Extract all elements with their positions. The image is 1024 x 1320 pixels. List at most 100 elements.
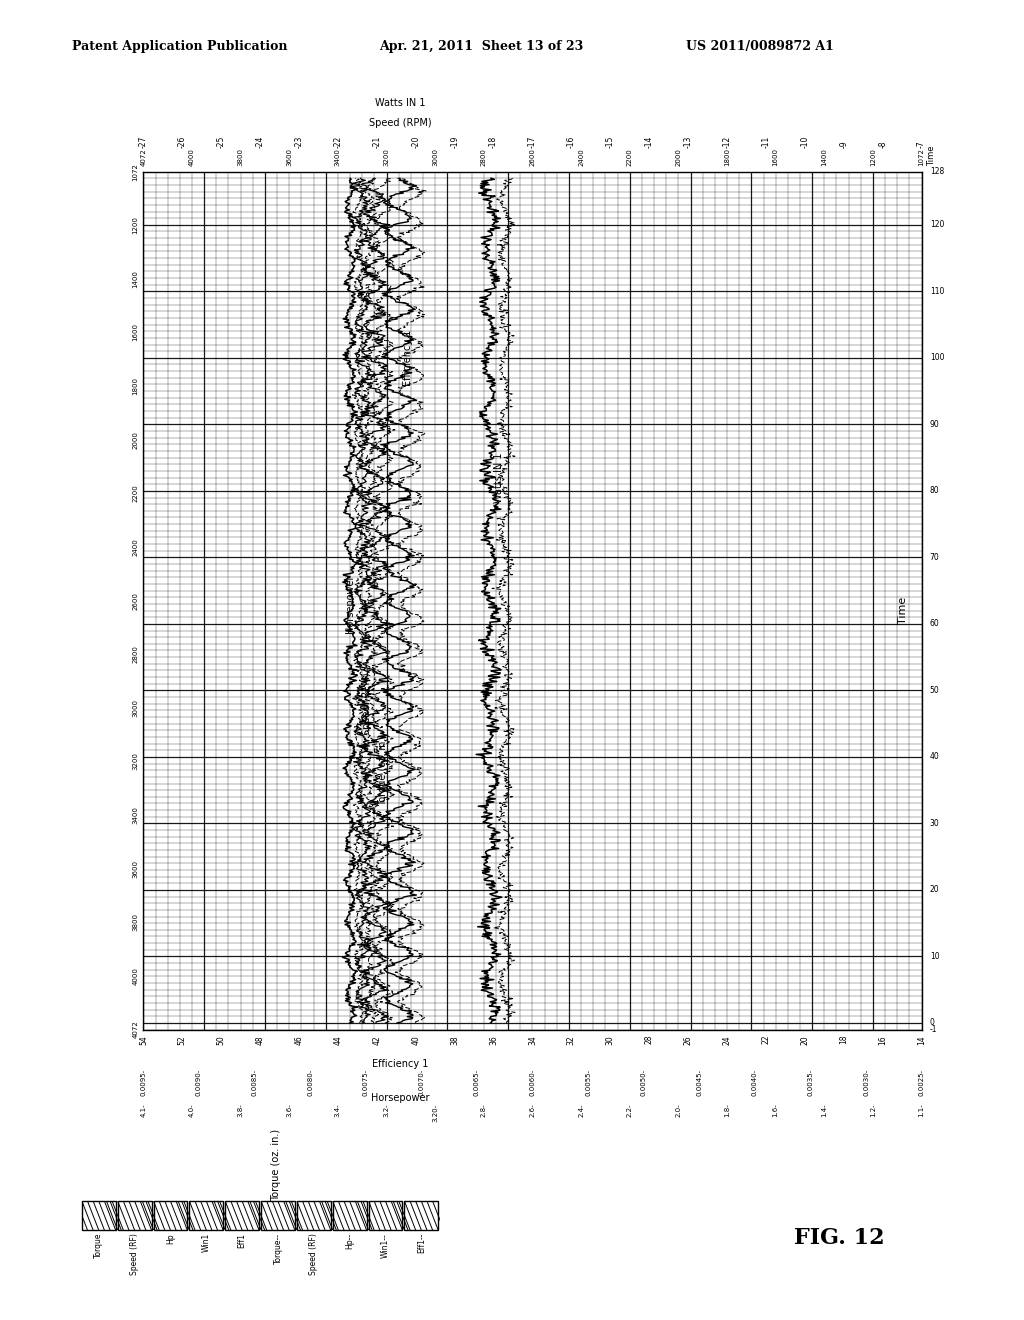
Text: 3800: 3800 [132,913,138,932]
Text: 2200: 2200 [132,484,138,502]
Text: -16: -16 [567,136,575,148]
Bar [333,1201,367,1230]
Text: 0.0035-: 0.0035- [807,1069,813,1097]
Text: 50: 50 [217,1035,225,1044]
Text: 2000: 2000 [676,148,681,166]
Text: 0.0025-: 0.0025- [919,1069,925,1096]
Text: -7: -7 [918,140,926,148]
Text: 20: 20 [930,886,939,895]
Text: 2.0-: 2.0- [676,1104,681,1117]
Text: 80: 80 [930,486,939,495]
Text: 22: 22 [762,1035,770,1044]
Text: -8: -8 [879,140,887,148]
Text: 2400: 2400 [132,539,138,556]
Text: -9: -9 [840,140,848,148]
Text: Horsepower: Horsepower [345,574,355,634]
Text: 40: 40 [930,752,940,762]
Text: 1200: 1200 [132,216,138,234]
Text: 1200: 1200 [870,148,876,166]
Bar [261,1201,295,1230]
Text: 30: 30 [606,1035,614,1044]
Text: Speed (RF): Speed (RF) [130,1233,139,1275]
Text: 20: 20 [801,1035,809,1044]
Text: Time: Time [927,145,936,166]
Text: 0: 0 [930,1019,935,1027]
Text: 3.2-: 3.2- [384,1104,389,1117]
Text: 2800: 2800 [132,645,138,663]
Text: 100: 100 [930,354,944,362]
Text: -23: -23 [295,136,303,148]
Text: 3400: 3400 [335,148,341,166]
Text: Watts IN 1: Watts IN 1 [375,98,425,108]
Text: 50: 50 [930,686,940,694]
Text: Speed (RPM): Speed (RPM) [362,672,372,735]
Text: 18: 18 [840,1035,848,1044]
Text: 0.0065-: 0.0065- [474,1069,480,1097]
Text: 24: 24 [723,1035,731,1044]
Text: 0.0070-: 0.0070- [418,1069,424,1097]
Text: 2600: 2600 [529,148,536,166]
Text: -19: -19 [451,136,459,148]
Text: 0.0040-: 0.0040- [752,1069,758,1097]
Text: 1072: 1072 [132,162,138,181]
Text: Speed (RPM): Speed (RPM) [369,117,431,128]
Text: Patent Application Publication: Patent Application Publication [72,40,287,53]
Text: 2400: 2400 [579,149,584,166]
Text: -18: -18 [489,136,498,148]
Text: -27: -27 [139,136,147,148]
Text: -17: -17 [528,136,537,148]
Text: 46: 46 [295,1035,303,1044]
Text: 0.0055-: 0.0055- [585,1069,591,1096]
Text: Torque (oz. in.): Torque (oz. in.) [379,734,388,807]
Text: 3600: 3600 [132,859,138,878]
Text: FIG. 12: FIG. 12 [795,1228,885,1249]
Text: 26: 26 [684,1035,692,1044]
Text: 44: 44 [334,1035,342,1044]
Text: 42: 42 [373,1035,381,1044]
Bar [154,1201,187,1230]
Text: 120: 120 [930,220,944,230]
Text: 36: 36 [489,1035,498,1044]
Text: -1: -1 [930,1026,937,1034]
Text: 3800: 3800 [238,148,244,166]
Text: 4000: 4000 [132,968,138,985]
Text: 1072: 1072 [919,148,925,166]
Text: 2800: 2800 [481,148,486,166]
Text: -15: -15 [606,136,614,148]
Bar [297,1201,331,1230]
Text: -26: -26 [178,136,186,148]
Text: 3200: 3200 [132,752,138,771]
Text: 60: 60 [930,619,940,628]
Text: 40: 40 [412,1035,420,1044]
Text: 2.2-: 2.2- [627,1104,633,1117]
Text: Efficiency 1: Efficiency 1 [402,330,413,385]
Text: Eff1: Eff1 [238,1233,247,1247]
Bar [225,1201,259,1230]
Text: 1600: 1600 [773,148,778,166]
Text: Horsepower: Horsepower [371,1093,429,1104]
Text: 0.0085-: 0.0085- [252,1069,258,1097]
Text: 2200: 2200 [627,149,633,166]
Text: 54: 54 [139,1035,147,1044]
Text: 4.0-: 4.0- [189,1104,195,1117]
Bar [404,1201,438,1230]
Text: 14: 14 [918,1035,926,1044]
Text: 1.8-: 1.8- [724,1104,730,1117]
Text: -10: -10 [801,136,809,148]
Text: -25: -25 [217,136,225,148]
Text: 1600: 1600 [132,323,138,342]
Text: 1400: 1400 [821,148,827,166]
Text: 34: 34 [528,1035,537,1044]
Text: -24: -24 [256,136,264,148]
Text: Torque: Torque [94,1233,103,1258]
Text: -14: -14 [645,136,653,148]
Text: Watts IN 1: Watts IN 1 [494,453,504,503]
Text: -22: -22 [334,136,342,148]
Text: 48: 48 [256,1035,264,1044]
Text: 28: 28 [645,1035,653,1044]
Bar [369,1201,402,1230]
Text: 32: 32 [567,1035,575,1044]
Text: 3600: 3600 [287,148,292,166]
Text: 90: 90 [930,420,940,429]
Text: 4072: 4072 [132,1020,138,1039]
